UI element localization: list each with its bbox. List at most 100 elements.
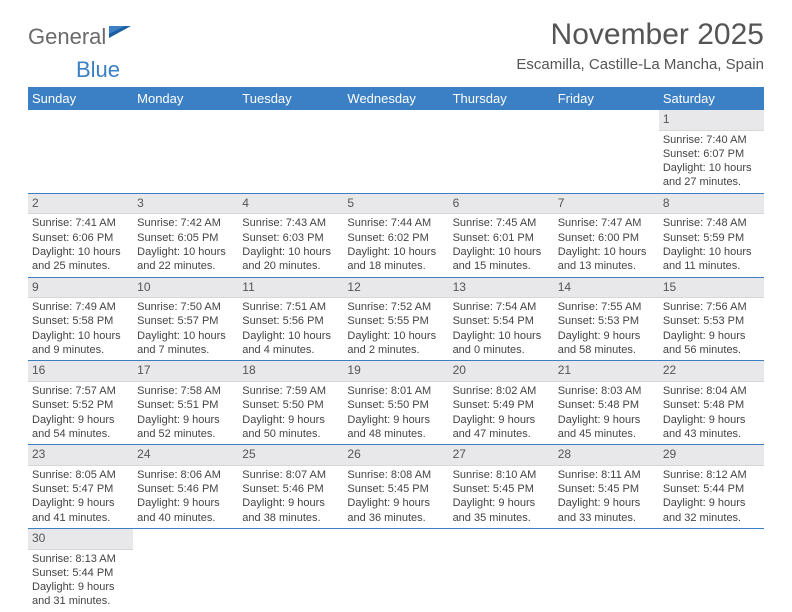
daylight-text: Daylight: 9 hours and 56 minutes.: [663, 329, 760, 358]
sunrise-text: Sunrise: 7:40 AM: [663, 133, 760, 147]
day-number: 21: [554, 361, 659, 382]
daylight-text: Daylight: 9 hours and 41 minutes.: [32, 496, 129, 525]
day-body: Sunrise: 7:41 AMSunset: 6:06 PMDaylight:…: [28, 214, 133, 276]
day-number: 30: [28, 529, 133, 550]
sunrise-text: Sunrise: 8:06 AM: [137, 468, 234, 482]
calendar-cell: 18Sunrise: 7:59 AMSunset: 5:50 PMDayligh…: [238, 361, 343, 445]
sunrise-text: Sunrise: 7:55 AM: [558, 300, 655, 314]
sunrise-text: Sunrise: 7:44 AM: [347, 216, 444, 230]
calendar-cell: 8Sunrise: 7:48 AMSunset: 5:59 PMDaylight…: [659, 193, 764, 277]
calendar-cell: 26Sunrise: 8:08 AMSunset: 5:45 PMDayligh…: [343, 445, 448, 529]
day-body: Sunrise: 8:07 AMSunset: 5:46 PMDaylight:…: [238, 466, 343, 528]
day-body: Sunrise: 8:03 AMSunset: 5:48 PMDaylight:…: [554, 382, 659, 444]
day-body: Sunrise: 7:54 AMSunset: 5:54 PMDaylight:…: [449, 298, 554, 360]
day-body: Sunrise: 7:52 AMSunset: 5:55 PMDaylight:…: [343, 298, 448, 360]
sunset-text: Sunset: 6:01 PM: [453, 231, 550, 245]
daylight-text: Daylight: 9 hours and 33 minutes.: [558, 496, 655, 525]
calendar-row: 1Sunrise: 7:40 AMSunset: 6:07 PMDaylight…: [28, 110, 764, 193]
weekday-header: Monday: [133, 87, 238, 110]
calendar-cell: [554, 528, 659, 611]
daylight-text: Daylight: 9 hours and 43 minutes.: [663, 413, 760, 442]
day-body: Sunrise: 7:57 AMSunset: 5:52 PMDaylight:…: [28, 382, 133, 444]
sunset-text: Sunset: 5:53 PM: [663, 314, 760, 328]
calendar-body: 1Sunrise: 7:40 AMSunset: 6:07 PMDaylight…: [28, 110, 764, 612]
day-number: 9: [28, 278, 133, 299]
calendar-cell: 15Sunrise: 7:56 AMSunset: 5:53 PMDayligh…: [659, 277, 764, 361]
daylight-text: Daylight: 10 hours and 20 minutes.: [242, 245, 339, 274]
sunset-text: Sunset: 5:46 PM: [137, 482, 234, 496]
calendar-cell: [238, 528, 343, 611]
sunset-text: Sunset: 5:56 PM: [242, 314, 339, 328]
daylight-text: Daylight: 10 hours and 15 minutes.: [453, 245, 550, 274]
calendar-cell: 5Sunrise: 7:44 AMSunset: 6:02 PMDaylight…: [343, 193, 448, 277]
day-number: 22: [659, 361, 764, 382]
calendar-cell: 12Sunrise: 7:52 AMSunset: 5:55 PMDayligh…: [343, 277, 448, 361]
sunrise-text: Sunrise: 7:45 AM: [453, 216, 550, 230]
weekday-header: Tuesday: [238, 87, 343, 110]
sunset-text: Sunset: 5:47 PM: [32, 482, 129, 496]
sunset-text: Sunset: 5:44 PM: [663, 482, 760, 496]
sunset-text: Sunset: 6:05 PM: [137, 231, 234, 245]
calendar-table: Sunday Monday Tuesday Wednesday Thursday…: [28, 87, 764, 612]
sunrise-text: Sunrise: 7:48 AM: [663, 216, 760, 230]
sunrise-text: Sunrise: 7:52 AM: [347, 300, 444, 314]
calendar-cell: 27Sunrise: 8:10 AMSunset: 5:45 PMDayligh…: [449, 445, 554, 529]
day-body: Sunrise: 7:59 AMSunset: 5:50 PMDaylight:…: [238, 382, 343, 444]
logo-text-blue: Blue: [76, 57, 120, 82]
weekday-header: Sunday: [28, 87, 133, 110]
calendar-cell: 7Sunrise: 7:47 AMSunset: 6:00 PMDaylight…: [554, 193, 659, 277]
month-title: November 2025: [516, 18, 764, 52]
day-number: 29: [659, 445, 764, 466]
calendar-row: 23Sunrise: 8:05 AMSunset: 5:47 PMDayligh…: [28, 445, 764, 529]
day-number: 17: [133, 361, 238, 382]
daylight-text: Daylight: 10 hours and 0 minutes.: [453, 329, 550, 358]
sunrise-text: Sunrise: 7:50 AM: [137, 300, 234, 314]
day-number: 16: [28, 361, 133, 382]
calendar-cell: 1Sunrise: 7:40 AMSunset: 6:07 PMDaylight…: [659, 110, 764, 193]
day-body: Sunrise: 8:02 AMSunset: 5:49 PMDaylight:…: [449, 382, 554, 444]
daylight-text: Daylight: 9 hours and 54 minutes.: [32, 413, 129, 442]
day-body: Sunrise: 8:13 AMSunset: 5:44 PMDaylight:…: [28, 550, 133, 612]
sunrise-text: Sunrise: 7:47 AM: [558, 216, 655, 230]
sunset-text: Sunset: 5:53 PM: [558, 314, 655, 328]
daylight-text: Daylight: 9 hours and 47 minutes.: [453, 413, 550, 442]
day-number: 14: [554, 278, 659, 299]
daylight-text: Daylight: 9 hours and 35 minutes.: [453, 496, 550, 525]
day-number: 7: [554, 194, 659, 215]
day-number: 6: [449, 194, 554, 215]
sunset-text: Sunset: 5:59 PM: [663, 231, 760, 245]
sunset-text: Sunset: 5:57 PM: [137, 314, 234, 328]
calendar-cell: 22Sunrise: 8:04 AMSunset: 5:48 PMDayligh…: [659, 361, 764, 445]
day-body: Sunrise: 8:06 AMSunset: 5:46 PMDaylight:…: [133, 466, 238, 528]
sunset-text: Sunset: 5:55 PM: [347, 314, 444, 328]
calendar-cell: 3Sunrise: 7:42 AMSunset: 6:05 PMDaylight…: [133, 193, 238, 277]
day-number: 1: [659, 110, 764, 131]
sunset-text: Sunset: 5:51 PM: [137, 398, 234, 412]
day-number: 8: [659, 194, 764, 215]
daylight-text: Daylight: 9 hours and 52 minutes.: [137, 413, 234, 442]
day-body: Sunrise: 7:51 AMSunset: 5:56 PMDaylight:…: [238, 298, 343, 360]
calendar-cell: 10Sunrise: 7:50 AMSunset: 5:57 PMDayligh…: [133, 277, 238, 361]
day-number: 28: [554, 445, 659, 466]
day-number: 3: [133, 194, 238, 215]
calendar-cell: [449, 528, 554, 611]
daylight-text: Daylight: 9 hours and 48 minutes.: [347, 413, 444, 442]
day-body: Sunrise: 7:40 AMSunset: 6:07 PMDaylight:…: [659, 131, 764, 193]
sunset-text: Sunset: 5:52 PM: [32, 398, 129, 412]
calendar-cell: 6Sunrise: 7:45 AMSunset: 6:01 PMDaylight…: [449, 193, 554, 277]
calendar-row: 16Sunrise: 7:57 AMSunset: 5:52 PMDayligh…: [28, 361, 764, 445]
sunset-text: Sunset: 5:45 PM: [558, 482, 655, 496]
sunrise-text: Sunrise: 7:49 AM: [32, 300, 129, 314]
calendar-cell: 16Sunrise: 7:57 AMSunset: 5:52 PMDayligh…: [28, 361, 133, 445]
day-number: 4: [238, 194, 343, 215]
sunset-text: Sunset: 5:49 PM: [453, 398, 550, 412]
daylight-text: Daylight: 9 hours and 45 minutes.: [558, 413, 655, 442]
calendar-cell: 30Sunrise: 8:13 AMSunset: 5:44 PMDayligh…: [28, 528, 133, 611]
sunrise-text: Sunrise: 8:04 AM: [663, 384, 760, 398]
sunrise-text: Sunrise: 8:05 AM: [32, 468, 129, 482]
calendar-cell: [343, 528, 448, 611]
day-number: 13: [449, 278, 554, 299]
day-number: 19: [343, 361, 448, 382]
day-body: Sunrise: 7:55 AMSunset: 5:53 PMDaylight:…: [554, 298, 659, 360]
daylight-text: Daylight: 9 hours and 31 minutes.: [32, 580, 129, 609]
